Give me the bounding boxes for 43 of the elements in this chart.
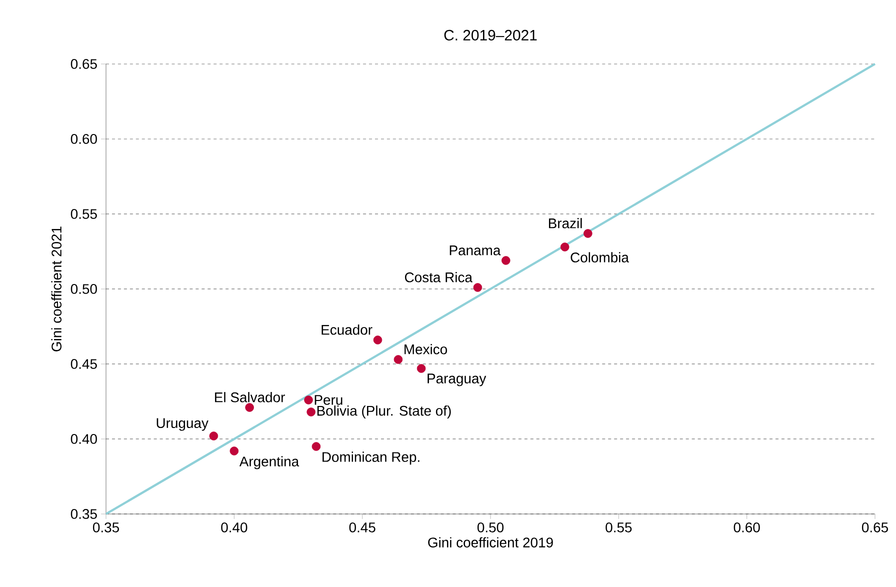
- annotation: Peru: [314, 395, 342, 405]
- point: [416, 364, 426, 373]
- annotation: Argentina: [239, 456, 300, 470]
- annotation: Bolivia (Plur. State of): [317, 405, 451, 418]
- y-axis-title: Gini coefficient 2021: [51, 226, 62, 352]
- y-tick-label: 0.50: [70, 284, 97, 294]
- y-tick-label: 0.40: [70, 434, 97, 444]
- point: [373, 336, 382, 344]
- point: [312, 442, 321, 451]
- point: [502, 256, 510, 265]
- point: [306, 408, 316, 416]
- point: [304, 396, 313, 404]
- point: [584, 229, 592, 238]
- annotation: Paraguay: [428, 374, 486, 386]
- y-tick-label: 0.55: [70, 209, 97, 219]
- point: [560, 242, 570, 252]
- annotation: Ecuador: [322, 324, 372, 335]
- x-tick-label: 0.40: [221, 522, 248, 532]
- y-tick-label: 0.35: [70, 509, 97, 519]
- annotation: Panama: [450, 246, 501, 256]
- annotation: Brazil: [548, 218, 582, 228]
- annotation: Dominican Rep.: [322, 452, 420, 465]
- x-tick-label: 0.55: [606, 522, 632, 532]
- annotation: El Salvador: [215, 392, 285, 402]
- x-axis-title: Gini coefficient 2019: [428, 537, 553, 548]
- x-tick-label: 0.35: [92, 522, 119, 532]
- x-tick-label: 0.45: [349, 522, 376, 532]
- x-tick-label: 0.65: [862, 522, 888, 532]
- annotation: Costa Rica: [404, 272, 472, 282]
- point: [473, 283, 482, 292]
- point: [394, 355, 403, 364]
- chart-title: C. 2019–2021: [444, 30, 537, 40]
- y-tick-label: 0.45: [70, 359, 97, 369]
- x-tick-label: 0.50: [477, 522, 504, 532]
- annotation: Mexico: [404, 344, 448, 354]
- point: [230, 446, 239, 456]
- point: [245, 403, 254, 412]
- point: [209, 432, 218, 440]
- y-tick-label: 0.65: [70, 59, 97, 69]
- y-tick-label: 0.60: [70, 134, 97, 144]
- annotation: Uruguay: [156, 418, 208, 431]
- x-tick-label: 0.60: [734, 522, 760, 532]
- annotation: Colombia: [570, 252, 629, 262]
